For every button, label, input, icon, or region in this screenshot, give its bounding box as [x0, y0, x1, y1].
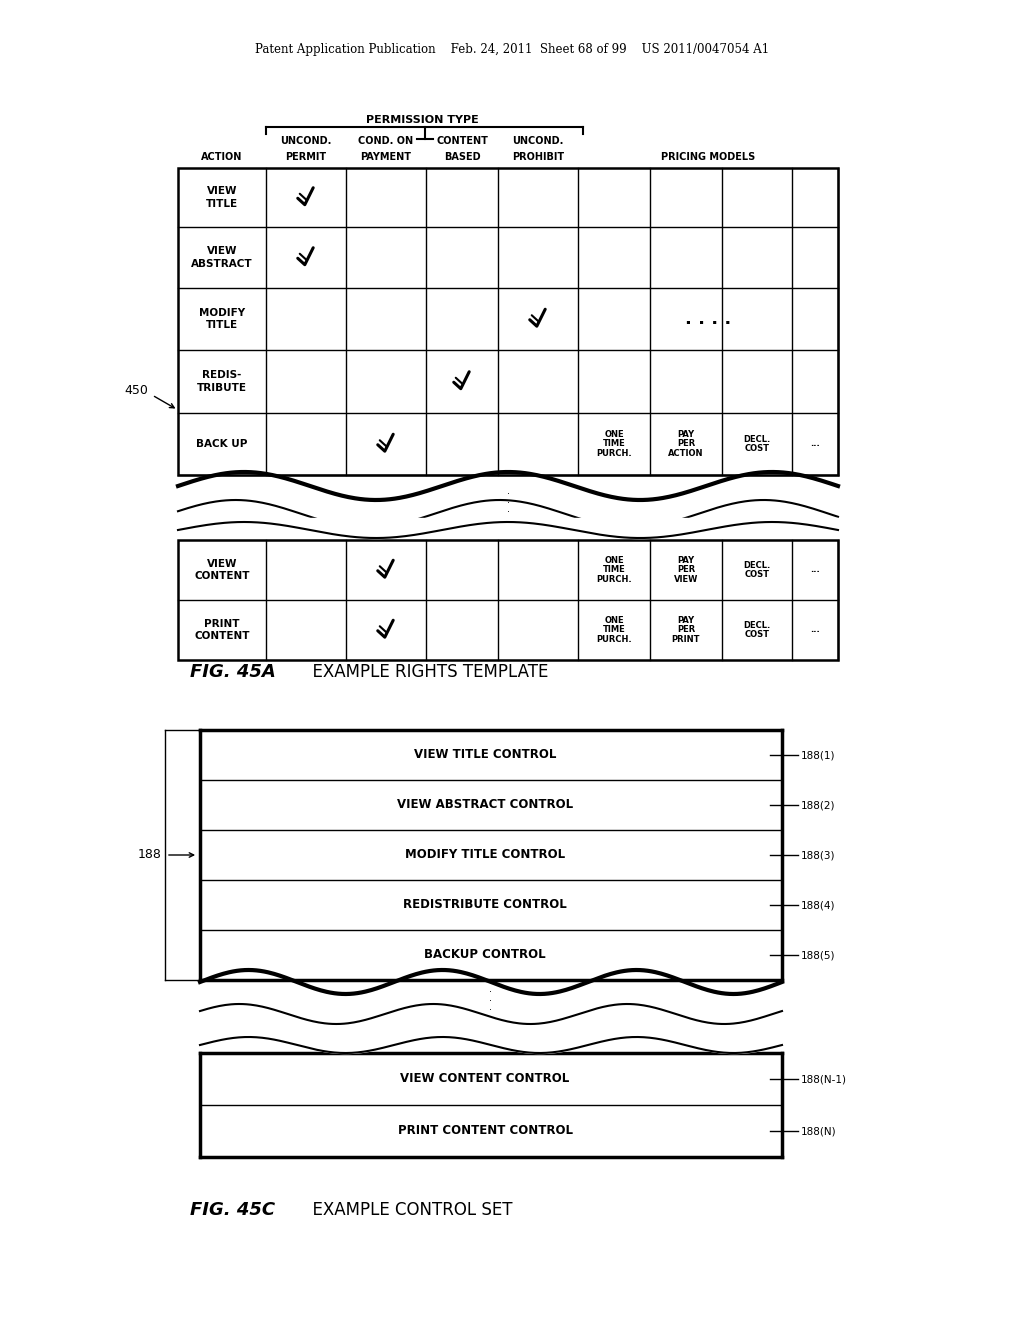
- Text: FIG. 45C: FIG. 45C: [190, 1201, 275, 1218]
- Text: 188(5): 188(5): [801, 950, 836, 960]
- Text: PERMISSION TYPE: PERMISSION TYPE: [366, 115, 478, 125]
- Text: DECL.
COST: DECL. COST: [743, 434, 771, 453]
- Text: ACTION: ACTION: [202, 152, 243, 162]
- Text: VIEW
ABSTRACT: VIEW ABSTRACT: [191, 247, 253, 269]
- Text: MODIFY TITLE CONTROL: MODIFY TITLE CONTROL: [404, 849, 565, 862]
- Text: PAY
PER
ACTION: PAY PER ACTION: [669, 430, 703, 458]
- Text: MODIFY
TITLE: MODIFY TITLE: [199, 308, 245, 330]
- Text: DECL.
COST: DECL. COST: [743, 620, 771, 639]
- Text: 188(1): 188(1): [801, 750, 836, 760]
- Text: BASED: BASED: [443, 152, 480, 162]
- Text: BACKUP CONTROL: BACKUP CONTROL: [424, 949, 546, 961]
- Text: PERMIT: PERMIT: [286, 152, 327, 162]
- Text: 188(2): 188(2): [801, 800, 836, 810]
- Text: BACK UP: BACK UP: [197, 440, 248, 449]
- Text: PROHIBIT: PROHIBIT: [512, 152, 564, 162]
- Text: . . . .: . . . .: [685, 310, 731, 327]
- Text: UNCOND.: UNCOND.: [512, 136, 563, 147]
- Text: REDIS-
TRIBUTE: REDIS- TRIBUTE: [197, 371, 247, 393]
- Text: VIEW
TITLE: VIEW TITLE: [206, 186, 238, 209]
- Text: PAY
PER
VIEW: PAY PER VIEW: [674, 556, 698, 585]
- Text: VIEW TITLE CONTROL: VIEW TITLE CONTROL: [414, 748, 556, 762]
- Text: EXAMPLE RIGHTS TEMPLATE: EXAMPLE RIGHTS TEMPLATE: [302, 663, 549, 681]
- Text: ONE
TIME
PURCH.: ONE TIME PURCH.: [596, 430, 632, 458]
- Text: ...: ...: [810, 626, 820, 635]
- Text: PAY
PER
PRINT: PAY PER PRINT: [672, 616, 700, 644]
- Text: ONE
TIME
PURCH.: ONE TIME PURCH.: [596, 616, 632, 644]
- Text: UNCOND.: UNCOND.: [281, 136, 332, 147]
- Text: PRINT
CONTENT: PRINT CONTENT: [195, 619, 250, 642]
- Text: PAYMENT: PAYMENT: [360, 152, 412, 162]
- Text: ...: ...: [810, 440, 820, 449]
- Text: COND. ON: COND. ON: [358, 136, 414, 147]
- Text: 188(4): 188(4): [801, 900, 836, 909]
- Text: 188: 188: [138, 849, 162, 862]
- Text: 188(3): 188(3): [801, 850, 836, 861]
- Text: PRICING MODELS: PRICING MODELS: [660, 152, 755, 162]
- Text: .
.
.: . . .: [489, 983, 493, 1012]
- Text: .
.
.: . . .: [507, 486, 510, 515]
- Text: ONE
TIME
PURCH.: ONE TIME PURCH.: [596, 556, 632, 585]
- Text: DECL.
COST: DECL. COST: [743, 561, 771, 579]
- Text: 188(N): 188(N): [801, 1126, 837, 1137]
- Text: VIEW ABSTRACT CONTROL: VIEW ABSTRACT CONTROL: [397, 799, 573, 812]
- Text: PRINT CONTENT CONTROL: PRINT CONTENT CONTROL: [397, 1125, 572, 1138]
- Text: VIEW
CONTENT: VIEW CONTENT: [195, 558, 250, 581]
- Text: EXAMPLE CONTROL SET: EXAMPLE CONTROL SET: [302, 1201, 512, 1218]
- Text: CONTENT: CONTENT: [436, 136, 488, 147]
- Text: FIG. 45A: FIG. 45A: [190, 663, 275, 681]
- Text: ...: ...: [810, 565, 820, 574]
- Text: 450: 450: [124, 384, 148, 396]
- Text: VIEW CONTENT CONTROL: VIEW CONTENT CONTROL: [400, 1072, 569, 1085]
- Text: REDISTRIBUTE CONTROL: REDISTRIBUTE CONTROL: [403, 899, 567, 912]
- Text: Patent Application Publication    Feb. 24, 2011  Sheet 68 of 99    US 2011/00470: Patent Application Publication Feb. 24, …: [255, 44, 769, 57]
- Text: 188(N-1): 188(N-1): [801, 1074, 847, 1084]
